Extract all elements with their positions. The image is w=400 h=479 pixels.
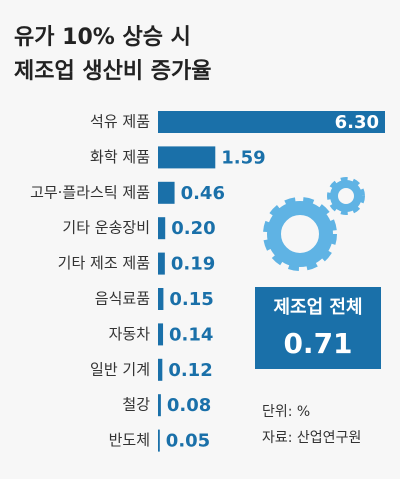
- category-label: 기타 제조 제품: [58, 254, 150, 272]
- bar: [158, 252, 165, 275]
- value-label: 0.15: [169, 289, 213, 310]
- total-value: 0.71: [283, 327, 352, 360]
- bar: [158, 111, 385, 133]
- bar: [158, 394, 161, 417]
- chart-title: 제조업 생산비 증가율: [14, 59, 211, 84]
- category-label: 철강: [122, 396, 150, 414]
- bar: [158, 146, 216, 169]
- value-label: 0.19: [171, 254, 215, 275]
- bar: [158, 323, 164, 346]
- gear: [330, 180, 362, 212]
- category-label: 화학 제품: [90, 148, 150, 166]
- gear: [267, 201, 333, 267]
- value-label: 0.20: [171, 218, 215, 239]
- bar: [158, 217, 166, 240]
- bar: [158, 181, 175, 204]
- bar: [158, 429, 160, 452]
- value-label: 6.30: [335, 112, 379, 133]
- bar: [158, 288, 164, 310]
- value-label: 0.08: [167, 395, 211, 416]
- value-label: 0.12: [168, 360, 212, 381]
- bar: [158, 358, 163, 381]
- gears: [263, 177, 365, 271]
- category-label: 일반 기계: [90, 360, 150, 378]
- category-label: 석유 제품: [90, 113, 150, 131]
- category-label: 자동차: [109, 325, 151, 343]
- total-label: 제조업 전체: [273, 297, 362, 318]
- chart-title: 유가 10% 상승 시: [14, 25, 191, 50]
- total-box: [255, 287, 381, 369]
- category-label: 반도체: [109, 431, 150, 449]
- note: 자료: 산업연구원: [262, 430, 361, 446]
- category-label: 음식료품: [95, 290, 150, 308]
- value-label: 0.05: [166, 431, 210, 452]
- value-label: 0.46: [181, 183, 225, 204]
- category-label: 기타 운송장비: [62, 219, 150, 237]
- value-label: 0.14: [169, 324, 213, 345]
- category-label: 고무·플라스틱 제품: [30, 183, 150, 201]
- note: 단위: %: [262, 404, 310, 420]
- value-label: 1.59: [221, 147, 265, 168]
